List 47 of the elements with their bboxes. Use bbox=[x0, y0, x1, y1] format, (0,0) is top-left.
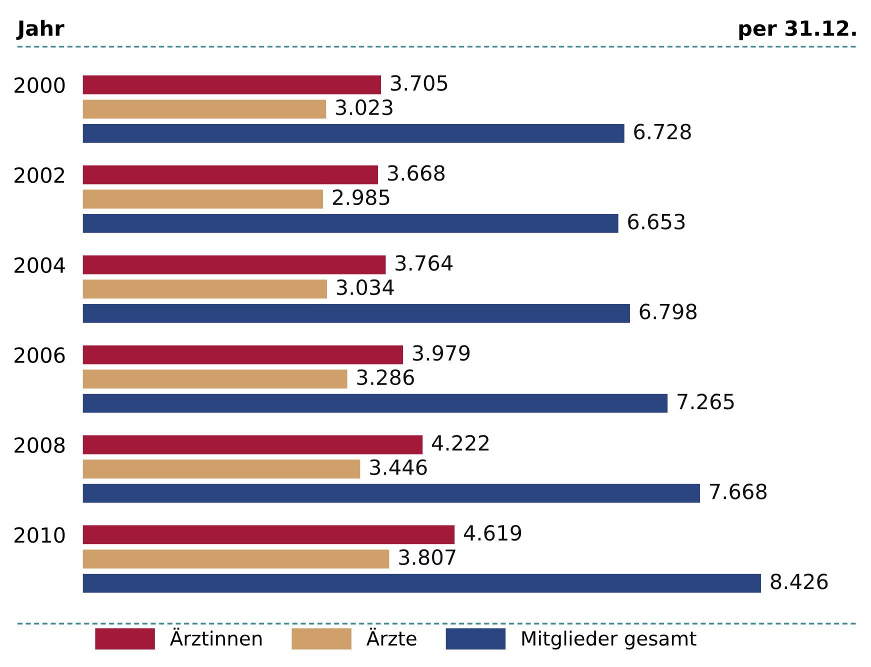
y-axis-title: Jahr bbox=[16, 20, 64, 40]
bar bbox=[82, 484, 700, 503]
y-tick-label: 2000 bbox=[14, 77, 65, 94]
bar bbox=[82, 190, 324, 209]
data-label: 7.668 bbox=[710, 484, 767, 500]
data-label: 6.798 bbox=[640, 304, 697, 320]
data-label: 3.286 bbox=[357, 369, 414, 386]
data-label: 3.807 bbox=[399, 549, 456, 566]
bar bbox=[82, 214, 618, 233]
y-tick-label: 2008 bbox=[14, 437, 65, 453]
data-label: 7.265 bbox=[678, 394, 734, 410]
data-label: 3.023 bbox=[336, 99, 392, 116]
data-label: 6.653 bbox=[628, 214, 685, 230]
y-tick-label: 2004 bbox=[14, 257, 65, 274]
text: per 31.12. bbox=[739, 20, 856, 40]
bar bbox=[82, 550, 390, 568]
bar bbox=[82, 304, 630, 323]
data-label: 3.446 bbox=[370, 459, 427, 476]
bar bbox=[82, 255, 386, 274]
bar bbox=[82, 574, 762, 593]
bar bbox=[82, 165, 378, 184]
data-label: 6.728 bbox=[634, 124, 691, 140]
data-label: 3.705 bbox=[390, 75, 448, 91]
legend-label: Mitglieder gesamt bbox=[522, 630, 696, 650]
data-label: 3.764 bbox=[396, 255, 453, 271]
bar bbox=[82, 75, 381, 94]
bar bbox=[82, 460, 360, 478]
data-label: 2.985 bbox=[332, 189, 390, 206]
y-tick-label: 2006 bbox=[14, 347, 65, 363]
bar bbox=[82, 280, 327, 299]
data-label: 3.034 bbox=[336, 279, 394, 296]
legend-label: Ärztinnen bbox=[170, 628, 262, 646]
data-label: 3.979 bbox=[412, 345, 470, 361]
y-tick-label: 2002 bbox=[14, 167, 64, 184]
legend-label: Ärzte bbox=[366, 628, 416, 646]
bar bbox=[82, 124, 624, 143]
bar bbox=[82, 394, 668, 413]
bar bbox=[82, 435, 423, 454]
bar bbox=[82, 525, 455, 544]
data-label: 4.619 bbox=[464, 525, 522, 541]
bar bbox=[82, 100, 326, 119]
data-label: 3.668 bbox=[388, 165, 445, 181]
y-tick-label: 2010 bbox=[14, 527, 65, 543]
data-label: 8.426 bbox=[770, 574, 828, 590]
bar bbox=[82, 345, 404, 364]
data-label: 4.222 bbox=[432, 435, 489, 450]
bar bbox=[82, 370, 348, 389]
